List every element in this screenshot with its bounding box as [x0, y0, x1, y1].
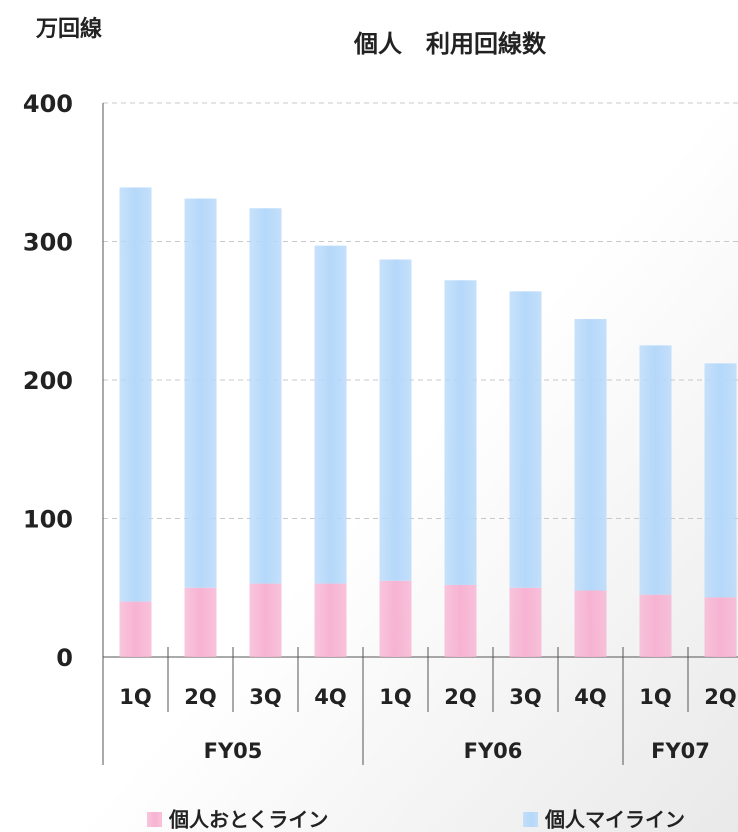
x-tick-label: 2Q	[444, 685, 476, 709]
group-label: FY05	[204, 739, 263, 763]
bar-segment	[444, 280, 477, 585]
x-tick-label: 1Q	[379, 685, 411, 709]
bar-segment	[574, 319, 607, 591]
bar-segment	[639, 594, 672, 657]
y-tick-label: 200	[23, 367, 73, 395]
x-tick-label: 2Q	[184, 685, 216, 709]
bar-segment	[379, 259, 412, 581]
bar-segment	[184, 587, 217, 657]
x-tick-label: 3Q	[249, 685, 281, 709]
legend-swatch	[147, 812, 162, 827]
bar-segment	[639, 345, 672, 595]
legend-swatch	[523, 812, 538, 827]
bar-segment	[444, 584, 477, 657]
legend-label: 個人おとくライン	[168, 808, 328, 832]
bar-segment	[574, 590, 607, 657]
y-tick-label: 300	[23, 229, 73, 257]
bar-segment	[704, 363, 737, 598]
y-axis-label: 万回線	[35, 16, 102, 42]
bar-segment	[119, 601, 152, 657]
y-tick-label: 400	[23, 90, 73, 118]
bar-segment	[314, 245, 347, 584]
x-tick-label: 4Q	[574, 685, 606, 709]
y-tick-label: 100	[23, 506, 73, 534]
x-tick-label: 4Q	[314, 685, 346, 709]
bar-segment	[184, 198, 217, 588]
bar-segment	[704, 597, 737, 657]
x-tick-label: 2Q	[704, 685, 736, 709]
y-tick-label: 0	[56, 644, 73, 672]
bar-segment	[379, 580, 412, 657]
bar-segment	[509, 291, 542, 588]
x-tick-label: 3Q	[509, 685, 541, 709]
bar-segment	[249, 208, 282, 584]
bar-segment	[509, 587, 542, 657]
bar-segment	[314, 583, 347, 657]
bar-segment	[119, 187, 152, 602]
chart-title: 個人 利用回線数	[353, 30, 547, 58]
legend-label: 個人マイライン	[544, 808, 685, 832]
x-tick-label: 1Q	[119, 685, 151, 709]
x-tick-label: 1Q	[639, 685, 671, 709]
bar-segment	[249, 583, 282, 657]
group-label: FY07	[651, 739, 710, 763]
group-label: FY06	[464, 739, 523, 763]
